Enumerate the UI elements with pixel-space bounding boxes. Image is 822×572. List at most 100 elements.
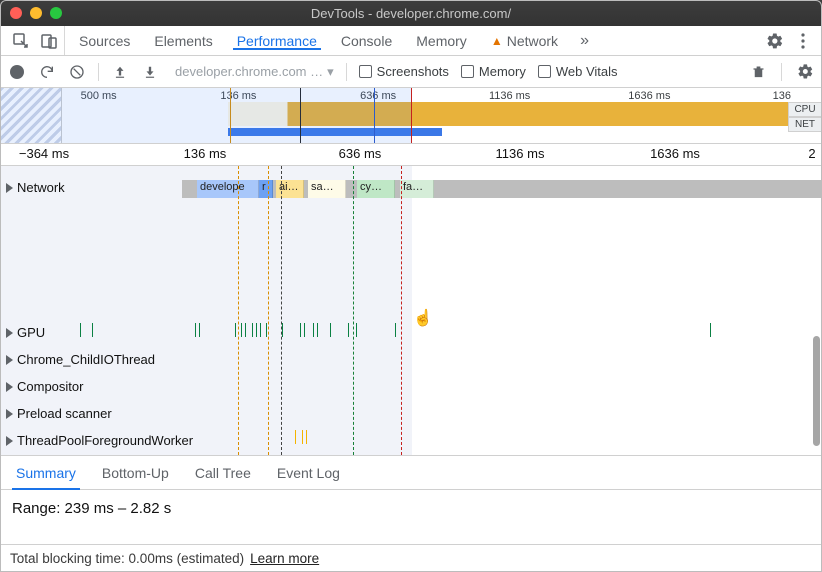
tab-label: Performance [237,33,317,49]
upload-profile-button[interactable] [111,63,129,81]
tab-sources[interactable]: Sources [67,33,142,49]
network-request-segment[interactable]: fa… [400,180,434,198]
capture-settings-gear-icon[interactable] [796,63,814,81]
performance-toolbar: developer.chrome.com …▾ Screenshots Memo… [0,56,822,88]
memory-checkbox[interactable]: Memory [461,64,526,79]
track-header[interactable]: Preload scanner [6,406,112,421]
gpu-activity-tick [252,323,253,337]
more-tabs-button[interactable]: » [572,32,597,50]
summary-range-text: Range: 239 ms – 2.82 s [12,500,810,517]
expand-icon [6,436,13,446]
ruler-tick: 1636 ms [650,146,700,161]
vertical-scrollbar[interactable] [813,336,820,446]
gpu-activity-tick [260,323,261,337]
overview-net-strip [228,128,442,136]
gpu-activity-tick [356,323,357,337]
tab-label: Network [507,33,558,49]
expand-icon [6,382,13,392]
overview-marker [230,88,231,143]
gpu-activity-tick [710,323,711,337]
track-header[interactable]: ThreadPoolForegroundWorker [6,433,193,448]
details-tab-call-tree[interactable]: Call Tree [191,456,255,489]
gpu-activity-tick [317,323,318,337]
tbt-text: Total blocking time: 0.00ms (estimated) [10,551,244,566]
pointer-cursor-icon: ☝ [413,308,433,328]
reload-record-button[interactable] [38,63,56,81]
gpu-activity-tick [199,323,200,337]
flamechart-area[interactable]: Network developerai…sa…cy…fa… GPU Chrome… [0,166,822,456]
timeline-marker-line [238,166,239,455]
gpu-activity-tick [282,323,283,337]
webvitals-label: Web Vitals [556,64,618,79]
gpu-track-header[interactable]: GPU [6,325,45,340]
timeline-ruler[interactable]: −364 ms136 ms636 ms1136 ms1636 ms2 [0,144,822,166]
learn-more-link[interactable]: Learn more [250,551,319,566]
ruler-tick: −364 ms [19,146,69,161]
expand-icon [6,355,13,365]
track-label: Compositor [17,379,83,394]
cpu-badge: CPU [788,102,822,117]
details-tab-summary[interactable]: Summary [12,456,80,489]
tab-console[interactable]: Console [329,33,404,49]
kebab-menu-icon[interactable] [794,32,812,50]
summary-footer: Total blocking time: 0.00ms (estimated) … [0,544,822,572]
gpu-activity-tick [80,323,81,337]
timeline-marker-line [353,166,354,455]
gpu-activity-tick [348,323,349,337]
timeline-overview[interactable]: 500 ms136 ms636 ms1136 ms1636 ms136 ms C… [0,88,822,144]
webvitals-checkbox[interactable]: Web Vitals [538,64,618,79]
network-track-header[interactable]: Network [6,180,65,195]
inspect-element-icon[interactable] [12,32,30,50]
gpu-activity-tick [330,323,331,337]
gpu-activity-tick [245,323,246,337]
network-track-label: Network [17,180,65,195]
profile-selector-label: developer.chrome.com … [175,64,323,79]
screenshots-label: Screenshots [377,64,449,79]
threadpool-activity-tick [302,430,303,444]
clear-button[interactable] [68,63,86,81]
overview-time-label: 136 ms [220,90,256,102]
overview-marker [374,88,375,143]
track-header[interactable]: Compositor [6,379,83,394]
profile-selector-dropdown[interactable]: developer.chrome.com …▾ [171,64,334,80]
ruler-tick: 136 ms [184,146,227,161]
expand-icon [6,328,13,338]
track-header[interactable]: Chrome_ChildIOThread [6,352,155,367]
details-tab-bottom-up[interactable]: Bottom-Up [98,456,173,489]
window-titlebar: DevTools - developer.chrome.com/ [0,0,822,26]
network-request-segment[interactable]: cy… [357,180,395,198]
tab-network[interactable]: ▲Network [479,33,570,49]
record-button[interactable] [8,63,26,81]
details-tabstrip: Summary Bottom-Up Call Tree Event Log [0,456,822,490]
ruler-tick: 636 ms [339,146,382,161]
screenshots-checkbox[interactable]: Screenshots [359,64,449,79]
track-label: Chrome_ChildIOThread [17,352,155,367]
overview-time-label: 1636 ms [628,90,670,102]
gpu-activity-tick [256,323,257,337]
download-profile-button[interactable] [141,63,159,81]
tab-memory[interactable]: Memory [404,33,479,49]
gpu-activity-tick [304,323,305,337]
tab-elements[interactable]: Elements [142,33,224,49]
window-title: DevTools - developer.chrome.com/ [0,6,822,21]
ruler-tick: 1136 ms [496,146,545,161]
delete-profile-button[interactable] [749,63,767,81]
overview-time-label: 636 ms [360,90,396,102]
network-request-segment[interactable]: develope [197,180,259,198]
settings-gear-icon[interactable] [766,32,784,50]
network-request-segment[interactable]: sa… [308,180,346,198]
gpu-activity-tick [395,323,396,337]
overview-badges: CPU NET [788,102,822,132]
gpu-activity-tick [266,323,267,337]
overview-cpu-strip [228,102,822,126]
overview-time-label: 500 ms [81,90,117,102]
network-request-segment[interactable]: r [259,180,273,198]
tab-label: Memory [416,33,467,49]
timeline-marker-line [401,166,402,455]
details-tab-event-log[interactable]: Event Log [273,456,344,489]
tab-performance[interactable]: Performance [225,33,329,49]
gpu-activity-tick [235,323,236,337]
device-toggle-icon[interactable] [40,32,58,50]
summary-panel: Range: 239 ms – 2.82 s [0,490,822,527]
gpu-activity-tick [313,323,314,337]
